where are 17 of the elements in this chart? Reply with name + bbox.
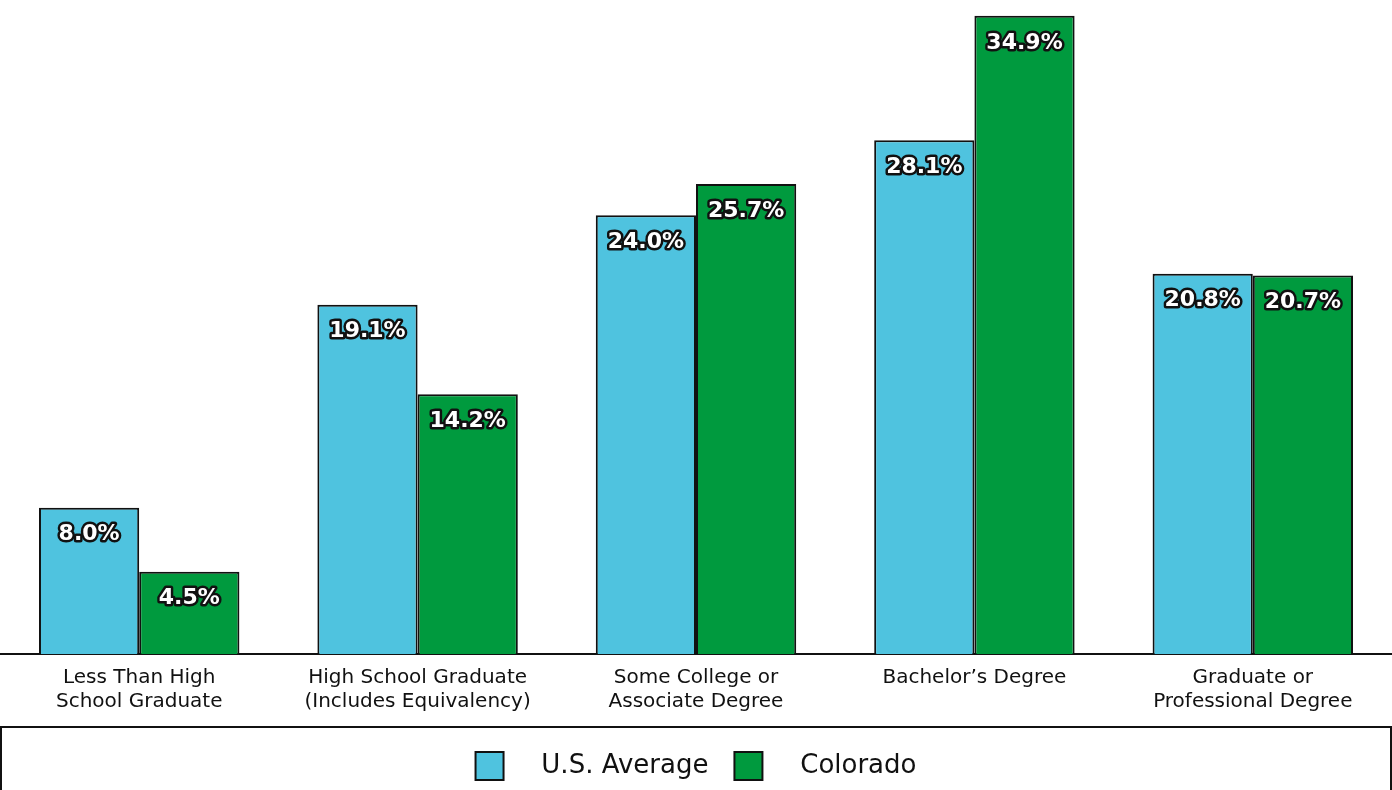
x-tick-label: Bachelor’s Degree (882, 664, 1067, 689)
legend-label: Colorado (775, 748, 917, 779)
data-label: 19.1% (329, 317, 406, 343)
legend-label: U.S. Average (516, 748, 709, 779)
data-label: 14.2% (429, 407, 506, 433)
data-label: 4.5% (158, 584, 220, 610)
x-tick-label: Graduate or Professional Degree (1153, 664, 1353, 713)
data-label: 25.7% (707, 196, 785, 222)
data-label: 8.0% (58, 520, 120, 546)
data-label: 34.9% (986, 28, 1063, 54)
data-label: 28.1% (886, 152, 963, 178)
x-tick-label: Less Than High School Graduate (55, 664, 223, 713)
data-label: 24.0% (607, 227, 685, 253)
x-tick-label: Some College or Associate Degree (608, 664, 784, 713)
data-label: 20.7% (1264, 288, 1342, 314)
x-tick-label: High School Graduate (Includes Equivalency) (304, 664, 531, 713)
data-label: 20.8% (1164, 286, 1241, 312)
